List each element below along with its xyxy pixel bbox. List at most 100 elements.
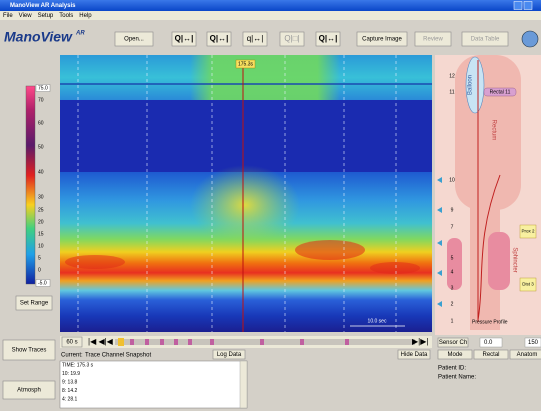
heat-band bbox=[60, 100, 432, 172]
event-markers-part bbox=[130, 339, 134, 345]
logo-suffix: AR bbox=[75, 31, 85, 37]
menu-item[interactable]: Help bbox=[79, 13, 92, 19]
sensor-ch-button[interactable] bbox=[437, 337, 469, 348]
zoom-in-button[interactable] bbox=[171, 31, 197, 47]
log-data-button[interactable] bbox=[212, 349, 246, 360]
colorbar-label-box bbox=[35, 84, 51, 92]
sphincter-left bbox=[447, 238, 462, 290]
zoom-buttons: Q|↔| Q|↔| q|↔| Q|□| Q|↔| bbox=[171, 31, 341, 47]
menu-item[interactable]: File bbox=[3, 13, 13, 19]
capture-button[interactable] bbox=[356, 31, 408, 47]
tab-label: Anatom bbox=[517, 352, 538, 358]
sphincter-label: Sphincter bbox=[511, 247, 517, 272]
event-markers-part bbox=[300, 339, 304, 345]
zoom-icon: Q|□| bbox=[284, 34, 299, 43]
scrollbar[interactable] bbox=[239, 360, 248, 409]
channel-arrows bbox=[437, 177, 442, 307]
zoom-disabled-button[interactable] bbox=[279, 31, 305, 47]
sensor-min: 0.0 bbox=[484, 340, 493, 346]
hide-data-label: Hide Data bbox=[401, 352, 428, 358]
colorbar-label: 5 bbox=[38, 255, 41, 261]
data-table-button[interactable] bbox=[461, 31, 509, 47]
tab[interactable] bbox=[473, 349, 509, 360]
restore-button[interactable] bbox=[513, 1, 523, 10]
channel-number: 10 bbox=[449, 177, 455, 183]
playback-controls[interactable]: |◀ ◀|◀ bbox=[88, 337, 114, 346]
colorbar-label-box bbox=[35, 279, 51, 287]
channel-arrows-part bbox=[437, 207, 442, 213]
colorbar-label: 0 bbox=[38, 267, 41, 273]
snapshot-lines: TIME: 175.3 s 10: 19.9 9: 13.8 8: 14.2 4: 28… bbox=[62, 362, 94, 402]
event-markers-part bbox=[345, 339, 349, 345]
colorbar-label: 30 bbox=[38, 194, 44, 200]
menu: File View Setup Tools Help bbox=[3, 13, 92, 19]
rectum bbox=[455, 55, 521, 210]
zoom-out-button[interactable] bbox=[206, 31, 232, 47]
playback-end[interactable]: ▶|▶| bbox=[412, 337, 428, 346]
channel-number: 12 bbox=[449, 73, 455, 79]
help-icon[interactable] bbox=[521, 30, 539, 48]
logo: ManoView bbox=[4, 29, 73, 45]
event-markers-part bbox=[145, 339, 149, 345]
colorbar-label: 70 bbox=[38, 97, 44, 103]
menu-item[interactable]: View bbox=[19, 13, 33, 19]
menu-item[interactable]: Setup bbox=[38, 13, 54, 19]
prox-label: Prox 2 bbox=[521, 229, 535, 234]
title-bar bbox=[0, 0, 541, 11]
zoom-icon: Q|↔| bbox=[319, 34, 338, 43]
colorbar-label: 15 bbox=[38, 231, 44, 237]
time-gridlines bbox=[77, 55, 397, 332]
log-data-label: Log Data bbox=[217, 352, 242, 358]
rectal-marker-label: Rectal 11 bbox=[490, 89, 511, 95]
colorbar-label: 10 bbox=[38, 243, 44, 249]
zoom-icon: Q|↔| bbox=[210, 34, 229, 43]
patient-name: Patient Name: bbox=[438, 375, 476, 381]
event-markers-part bbox=[160, 339, 164, 345]
tab-label: Rectal bbox=[482, 352, 499, 358]
time-window-select[interactable] bbox=[61, 336, 83, 348]
balloon-label: Balloon bbox=[468, 75, 474, 95]
colorbar-label: -5.0 bbox=[38, 280, 47, 286]
colorbar bbox=[25, 85, 36, 285]
menu-bar bbox=[0, 11, 541, 20]
channel-number: 5 bbox=[451, 255, 454, 261]
timeline-thumb[interactable] bbox=[118, 338, 124, 346]
hide-data-button[interactable] bbox=[397, 349, 431, 360]
sensor-max-field[interactable] bbox=[524, 337, 541, 348]
scale-bar-label: 10.0 sec bbox=[368, 318, 387, 324]
current-label: Current: bbox=[61, 353, 83, 359]
open-button[interactable] bbox=[114, 31, 154, 47]
heat-blob bbox=[295, 240, 365, 260]
dist-label: Dist 3 bbox=[522, 282, 534, 287]
review-button[interactable] bbox=[414, 31, 452, 47]
channel-number: 1 bbox=[451, 318, 454, 324]
colorbar-label: 60 bbox=[38, 120, 44, 126]
atmosph-button[interactable] bbox=[2, 380, 56, 400]
zoom-fit-button[interactable] bbox=[315, 31, 341, 47]
zoom-range-button[interactable] bbox=[242, 31, 268, 47]
window-title: ManoView AR Analysis bbox=[10, 3, 76, 9]
colorbar-label: 50 bbox=[38, 144, 44, 150]
event-markers-part bbox=[188, 339, 192, 345]
sensor-max: 150 bbox=[528, 340, 539, 346]
cursor-tag bbox=[235, 59, 256, 69]
heat-blob bbox=[65, 255, 125, 269]
balloon bbox=[465, 56, 485, 114]
tab[interactable] bbox=[509, 349, 541, 360]
show-traces-button[interactable] bbox=[2, 339, 56, 361]
heat-blob bbox=[190, 165, 300, 245]
data-table-label: Data Table bbox=[471, 37, 500, 43]
pressure-topography: 175.3s 10.0 sec bbox=[60, 55, 432, 332]
anatomy-labels: Balloon Rectum Rectal 11 Sphincter Prox … bbox=[449, 73, 535, 325]
set-range-button[interactable] bbox=[15, 295, 53, 311]
close-button[interactable] bbox=[523, 1, 533, 10]
menu-item[interactable]: Tools bbox=[59, 13, 73, 19]
snapshot-line: 4: 28.1 bbox=[62, 396, 78, 402]
tab[interactable] bbox=[437, 349, 473, 360]
time-window: 60 s bbox=[66, 340, 77, 346]
channel-number: 4 bbox=[451, 269, 454, 275]
sensor-min-field[interactable] bbox=[479, 337, 503, 348]
channel-number: 3 bbox=[451, 285, 454, 291]
